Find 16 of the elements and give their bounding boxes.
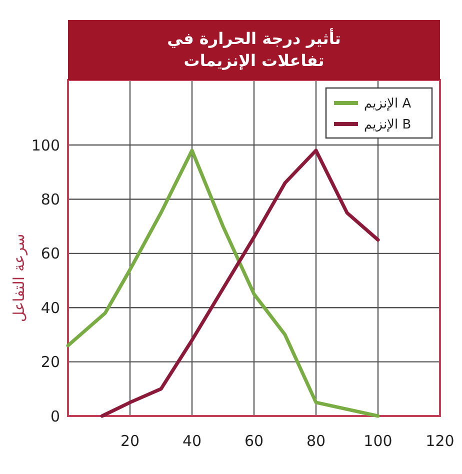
y-axis-title: سرعة التفاعل	[10, 234, 28, 322]
y-tick-label: 100	[31, 136, 60, 154]
y-tick-label: 20	[40, 353, 60, 372]
y-tick-label: 80	[40, 190, 60, 208]
x-tick-label: 40	[182, 432, 202, 450]
x-tick-label: 100	[364, 432, 392, 450]
y-tick-label: 40	[40, 298, 60, 317]
y-tick-label: 0	[50, 407, 60, 426]
x-tick-label: 20	[120, 432, 140, 450]
chart-title: تأثير درجة الحرارة في تفاعلات الإنزيمات	[167, 28, 341, 70]
y-tick-label: 60	[40, 244, 60, 263]
x-tick-label: 120	[426, 432, 454, 450]
legend-label: الإنزيم B	[364, 118, 412, 133]
x-tick-label: 60	[244, 432, 264, 450]
legend-label: الإنزيم A	[364, 96, 412, 112]
x-tick-label: 80	[306, 432, 326, 450]
